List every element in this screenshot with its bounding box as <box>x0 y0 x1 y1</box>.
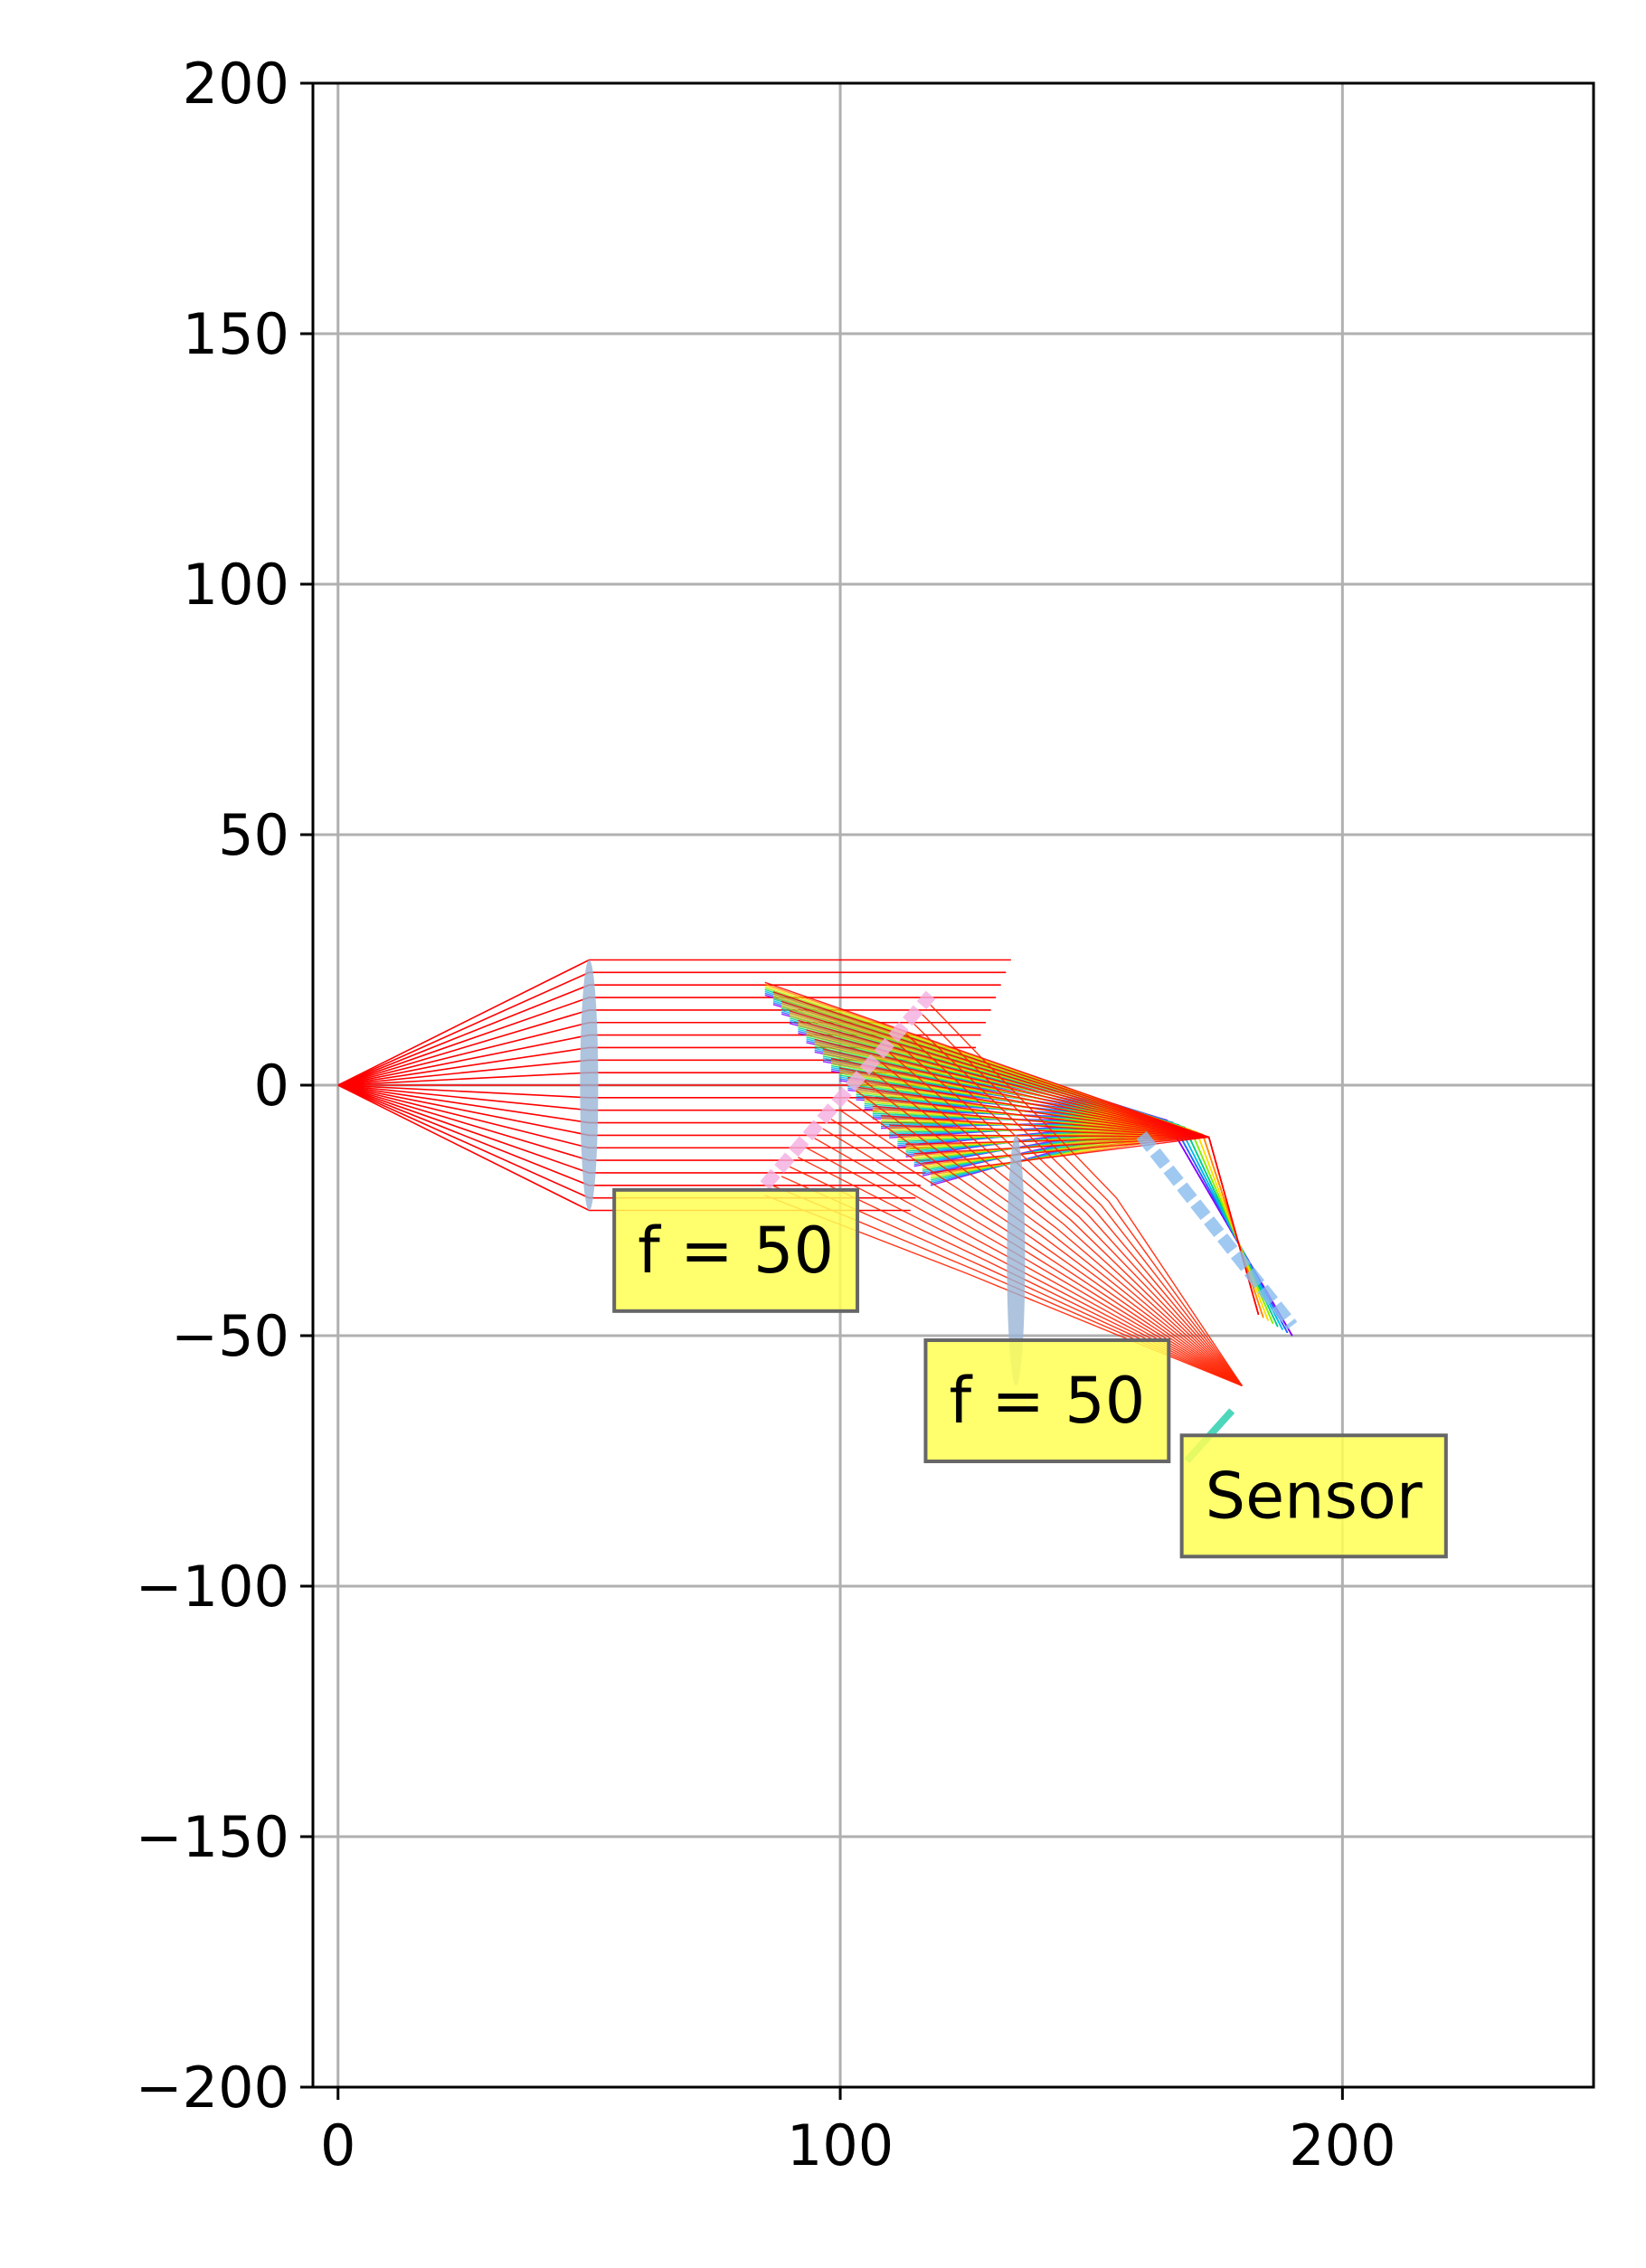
annotation-frame <box>923 1338 1171 1464</box>
annotation-label: f = 50 <box>638 1214 834 1288</box>
ray-focus <box>888 1052 1243 1386</box>
annotation-frame <box>612 1187 860 1313</box>
ray-focus <box>830 1119 1243 1386</box>
annotation-box: f = 50 <box>923 1338 1171 1464</box>
y-tick-label: 150 <box>183 301 289 367</box>
lens-element <box>1007 1135 1026 1386</box>
ray-focus <box>856 1090 1243 1386</box>
y-tick-label: −100 <box>136 1554 289 1620</box>
annotation-frame <box>1179 1433 1448 1559</box>
ray-focus <box>896 1042 1243 1386</box>
y-tick-label: 100 <box>183 552 289 618</box>
mirror-element <box>760 990 936 1190</box>
annotation-box: Sensor <box>1179 1433 1448 1559</box>
y-tick-label: 0 <box>254 1053 289 1119</box>
y-tick-label: 200 <box>183 51 289 117</box>
y-tick-label: 50 <box>218 802 289 868</box>
annotation-box: f = 50 <box>612 1187 860 1313</box>
ray-focus <box>913 1023 1243 1386</box>
ray-traces <box>337 959 1293 1387</box>
ray-focus <box>922 1014 1243 1386</box>
ray-spectrum <box>913 1127 1279 1328</box>
axis-ticks: 0 100 200 200 150 100 50 0 −50 −100 −150 −200 <box>136 51 1396 2178</box>
y-tick-label: −150 <box>136 1804 289 1870</box>
x-tick-label: 0 <box>320 2112 355 2178</box>
mirror-element <box>1136 1131 1298 1330</box>
ray-focus <box>930 1004 1243 1386</box>
ray-focus <box>864 1081 1243 1386</box>
x-tick-label: 100 <box>787 2112 894 2178</box>
ray-focus <box>905 1033 1243 1386</box>
annotation-label: f = 50 <box>949 1364 1145 1438</box>
ray-focus <box>872 1071 1243 1386</box>
ray-focus <box>880 1061 1243 1386</box>
y-tick-label: −50 <box>171 1303 289 1369</box>
y-tick-label: −200 <box>136 2055 289 2121</box>
ray-focus <box>838 1109 1243 1386</box>
ray-focus <box>847 1100 1243 1386</box>
x-tick-label: 200 <box>1289 2112 1395 2178</box>
annotation-label: Sensor <box>1206 1459 1423 1533</box>
annotations: f = 50 f = 50 Sensor <box>612 1187 1448 1559</box>
lens-element <box>580 959 599 1211</box>
